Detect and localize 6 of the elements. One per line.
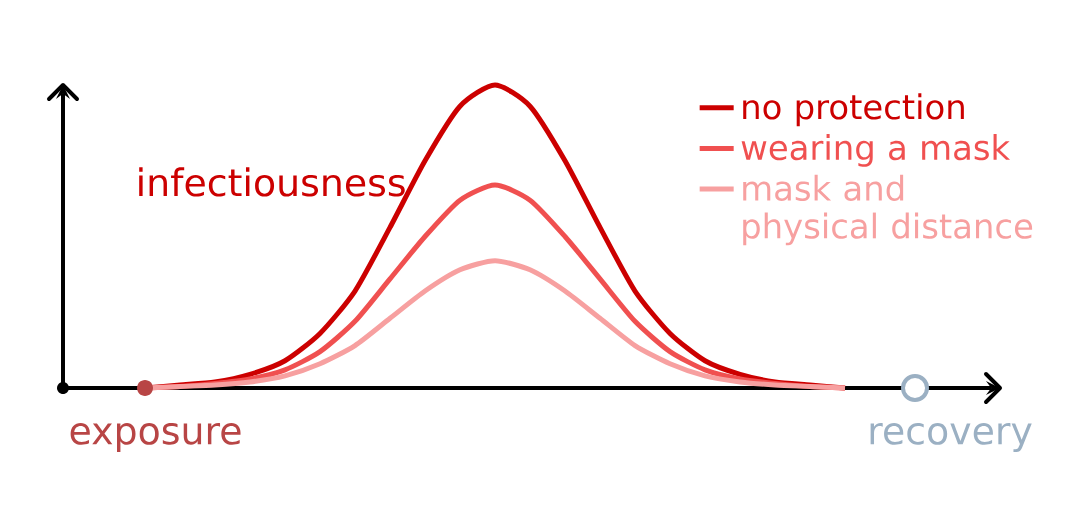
text: recovery — [870, 423, 1032, 453]
legend-label: wearing a mask — [741, 134, 1011, 167]
legend-label: mask and physical distance — [743, 174, 1033, 246]
y-axis-title: infectiousness — [139, 167, 405, 197]
legend-label: no protection — [743, 93, 964, 127]
text: exposure — [70, 423, 241, 453]
